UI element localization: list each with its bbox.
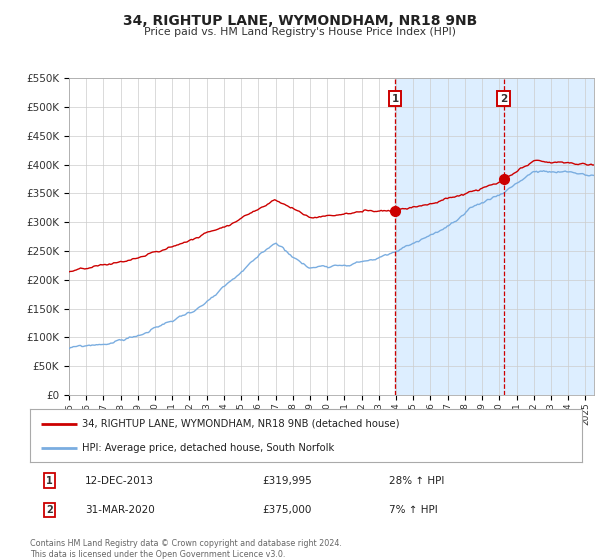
Text: 31-MAR-2020: 31-MAR-2020: [85, 505, 155, 515]
Text: This data is licensed under the Open Government Licence v3.0.: This data is licensed under the Open Gov…: [30, 550, 286, 559]
Text: 2: 2: [46, 505, 53, 515]
Text: Contains HM Land Registry data © Crown copyright and database right 2024.: Contains HM Land Registry data © Crown c…: [30, 539, 342, 548]
Bar: [395, 78, 594, 395]
Text: 12-DEC-2013: 12-DEC-2013: [85, 475, 154, 486]
Text: 28% ↑ HPI: 28% ↑ HPI: [389, 475, 444, 486]
Text: £375,000: £375,000: [262, 505, 311, 515]
Text: 34, RIGHTUP LANE, WYMONDHAM, NR18 9NB: 34, RIGHTUP LANE, WYMONDHAM, NR18 9NB: [123, 14, 477, 28]
Text: HPI: Average price, detached house, South Norfolk: HPI: Average price, detached house, Sout…: [82, 443, 335, 453]
Text: 2: 2: [500, 94, 507, 104]
Text: 1: 1: [392, 94, 399, 104]
Text: 1: 1: [46, 475, 53, 486]
Text: £319,995: £319,995: [262, 475, 311, 486]
Text: 34, RIGHTUP LANE, WYMONDHAM, NR18 9NB (detached house): 34, RIGHTUP LANE, WYMONDHAM, NR18 9NB (d…: [82, 419, 400, 429]
Text: 7% ↑ HPI: 7% ↑ HPI: [389, 505, 437, 515]
Text: Price paid vs. HM Land Registry's House Price Index (HPI): Price paid vs. HM Land Registry's House …: [144, 27, 456, 37]
